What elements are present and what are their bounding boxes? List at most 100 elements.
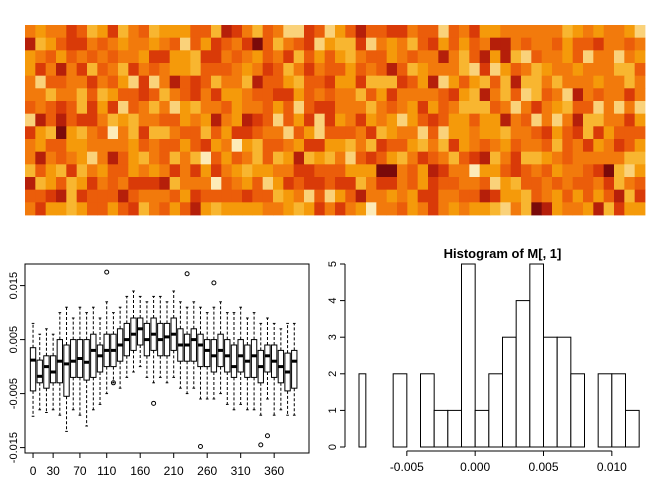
heatmap-cell [335,202,346,216]
heatmap-cell [97,88,109,102]
heatmap-cell [490,139,501,153]
heatmap-cell [603,50,615,64]
heatmap-cell [231,202,243,216]
heatmap-cell [603,88,615,102]
heatmap-cell [603,177,615,191]
heatmap-cell [180,202,191,216]
box-body [83,339,90,381]
boxplot-x-tick-label: 160 [130,464,150,478]
heatmap-cell [87,151,98,165]
heatmap-cell [35,37,47,51]
heatmap-cell [376,88,388,102]
heatmap-cell [118,189,129,203]
heatmap-cell [118,202,129,216]
heatmap-cell [531,25,543,39]
heatmap-cell [407,101,419,115]
heatmap-cell [190,101,202,115]
heatmap-cell [459,189,470,203]
heatmap-cell [169,164,181,178]
heatmap-cell [314,126,326,140]
heatmap-cell [314,139,326,153]
heatmap-cell [438,50,450,64]
heatmap-cell [66,189,78,203]
heatmap-cell [490,88,501,102]
heatmap-cell [324,139,336,153]
heatmap-cell [417,75,429,89]
heatmap-cell [128,113,140,127]
heatmap-cell [335,88,346,102]
heatmap-cell [510,25,522,39]
heatmap-cell [87,113,98,127]
heatmap-cell [324,202,336,216]
heatmap-cell [56,101,67,115]
heatmap-cell [583,63,594,77]
heatmap-cell [366,139,377,153]
heatmap-cell [376,126,388,140]
heatmap-cell [386,164,398,178]
heatmap-cell [624,177,636,191]
heatmap-cell [118,113,129,127]
heatmap-cell [428,88,439,102]
heatmap-cell [262,101,274,115]
heatmap-cell [552,139,563,153]
heatmap-cell [56,164,67,178]
heatmap-cell [624,151,636,165]
heatmap-cell [572,202,584,216]
heatmap-cell [128,139,140,153]
heatmap-cell [417,101,429,115]
heatmap-cell [273,151,284,165]
heatmap-cell [407,202,419,216]
heatmap-cell [500,189,512,203]
heatmap-cell [190,151,202,165]
heatmap-cell [614,88,625,102]
heatmap-cell [87,50,98,64]
heatmap-cell [273,101,284,115]
heatmap-cell [87,189,98,203]
heatmap-cell [417,113,429,127]
heatmap-cell [572,113,584,127]
box [284,322,291,416]
heatmap-cell [386,75,398,89]
box [70,317,77,411]
heatmap-cell [293,177,305,191]
heatmap-cell [603,189,615,203]
heatmap-cell [541,177,553,191]
histogram-bar [420,373,435,448]
heatmap-cell [386,63,398,77]
histogram-y-tick-label: 0 [327,444,339,450]
box-outlier [211,280,217,286]
heatmap-cell [469,189,481,203]
heatmap-cell [262,88,274,102]
heatmap-cell [448,202,460,216]
heatmap-cell [304,25,315,39]
box [90,306,97,411]
heatmap-cell [386,88,398,102]
heatmap-cell [324,164,336,178]
heatmap-cell [293,50,305,64]
heatmap-cell [634,88,646,102]
heatmap-cell [397,88,408,102]
heatmap-cell [531,126,543,140]
heatmap-cell [366,50,377,64]
heatmap-cell [159,88,171,102]
heatmap-cell [593,101,605,115]
heatmap-cell [376,101,388,115]
heatmap-cell [459,139,470,153]
heatmap-cell [624,139,636,153]
box [157,295,164,378]
heatmap-cell [407,50,419,64]
boxplot-y-tick-label: 0.015 [8,272,20,300]
heatmap-cell [180,126,191,140]
heatmap-cell [552,75,563,89]
heatmap-cell [593,189,605,203]
heatmap-cell [428,177,439,191]
heatmap-cell [138,25,150,39]
heatmap-cell [479,37,491,51]
heatmap-cell [624,37,636,51]
heatmap-cell [25,164,36,178]
heatmap-cell [262,113,274,127]
heatmap-cell [221,164,233,178]
heatmap-cell [118,88,129,102]
heatmap-cell [500,151,512,165]
boxplot-panel: 0 30 70 110 160 210 260 310 360 -0.015 -0.005 0.005… [8,263,310,478]
